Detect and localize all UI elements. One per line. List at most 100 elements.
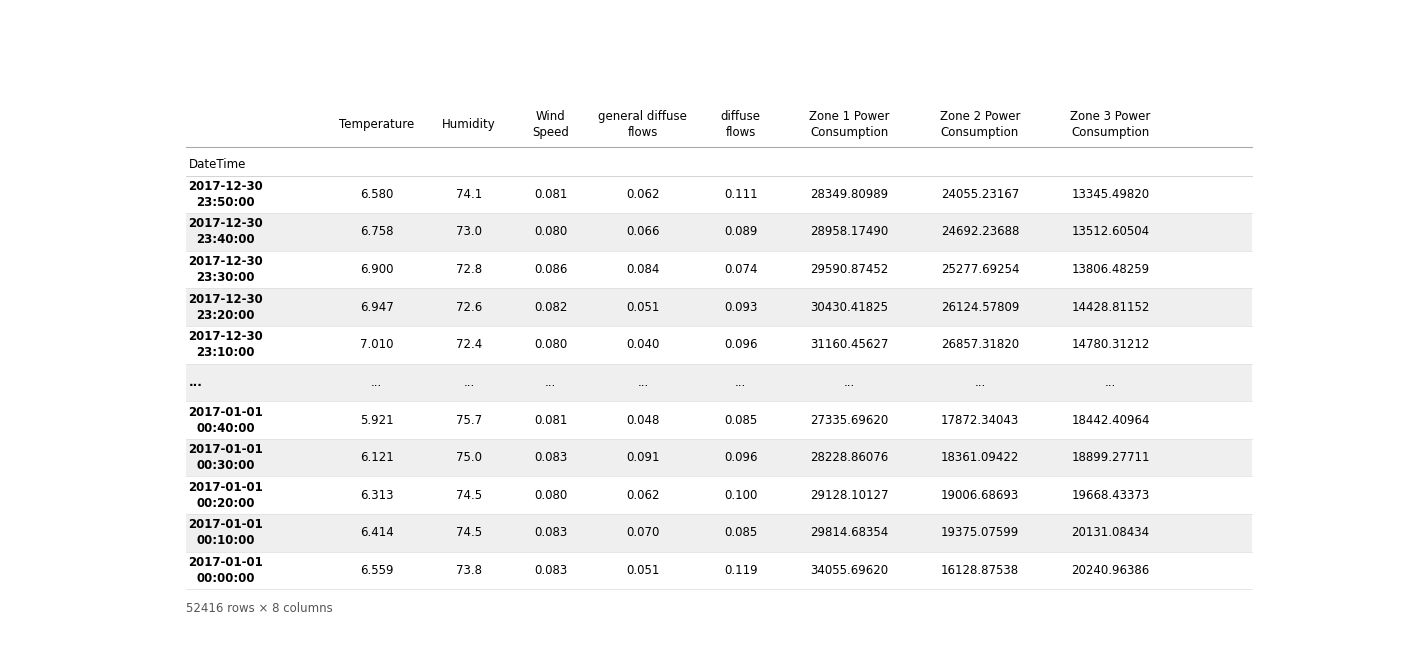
Text: 20240.96386: 20240.96386	[1072, 564, 1149, 577]
Bar	[187, 364, 1251, 401]
Text: 0.083: 0.083	[535, 527, 567, 539]
Text: 2017-01-01
00:00:00: 2017-01-01 00:00:00	[188, 556, 264, 585]
Text: 2017-01-01
00:30:00: 2017-01-01 00:30:00	[188, 443, 264, 472]
Text: 72.4: 72.4	[456, 339, 483, 351]
Text: 6.758: 6.758	[359, 225, 393, 238]
Text: 0.081: 0.081	[533, 188, 567, 201]
Text: 14780.31212: 14780.31212	[1072, 339, 1149, 351]
Text: 13806.48259: 13806.48259	[1072, 263, 1149, 276]
Text: 24055.23167: 24055.23167	[941, 188, 1019, 201]
Text: 0.066: 0.066	[626, 225, 659, 238]
Text: ...: ...	[544, 376, 556, 389]
Text: 0.080: 0.080	[535, 489, 567, 502]
Text: ...: ...	[637, 376, 648, 389]
Text: ...: ...	[370, 376, 382, 389]
Text: 74.1: 74.1	[456, 188, 483, 201]
Bar	[187, 514, 1251, 552]
Text: 13345.49820: 13345.49820	[1072, 188, 1149, 201]
Text: 0.051: 0.051	[626, 300, 659, 314]
Text: 2017-01-01
00:20:00: 2017-01-01 00:20:00	[188, 481, 264, 510]
Text: 26857.31820: 26857.31820	[941, 339, 1019, 351]
Text: 6.121: 6.121	[359, 451, 393, 464]
Text: 0.081: 0.081	[533, 413, 567, 427]
Text: 0.091: 0.091	[626, 451, 659, 464]
Text: 6.313: 6.313	[359, 489, 393, 502]
Text: general diffuse
flows: general diffuse flows	[599, 110, 687, 138]
Text: 6.947: 6.947	[359, 300, 393, 314]
Text: 0.086: 0.086	[533, 263, 567, 276]
Text: 5.921: 5.921	[359, 413, 393, 427]
Text: 31160.45627: 31160.45627	[811, 339, 888, 351]
Text: 7.010: 7.010	[359, 339, 393, 351]
Text: 18361.09422: 18361.09422	[941, 451, 1019, 464]
Text: ...: ...	[735, 376, 746, 389]
Text: 0.080: 0.080	[535, 339, 567, 351]
Text: 72.6: 72.6	[456, 300, 483, 314]
Text: 0.096: 0.096	[724, 451, 758, 464]
Text: Humidity: Humidity	[442, 118, 495, 130]
Text: 0.074: 0.074	[724, 263, 758, 276]
Text: 2017-12-30
23:40:00: 2017-12-30 23:40:00	[188, 217, 264, 246]
Text: Zone 1 Power
Consumption: Zone 1 Power Consumption	[810, 110, 890, 138]
Text: 0.085: 0.085	[724, 413, 758, 427]
Text: 0.089: 0.089	[724, 225, 758, 238]
Text: 18899.27711: 18899.27711	[1072, 451, 1149, 464]
Text: 20131.08434: 20131.08434	[1072, 527, 1149, 539]
Text: 0.119: 0.119	[724, 564, 758, 577]
Text: 0.100: 0.100	[724, 489, 758, 502]
Text: Zone 2 Power
Consumption: Zone 2 Power Consumption	[940, 110, 1020, 138]
Text: ...: ...	[188, 376, 202, 389]
Text: 0.040: 0.040	[626, 339, 659, 351]
Text: 0.082: 0.082	[533, 300, 567, 314]
Text: 73.0: 73.0	[456, 225, 483, 238]
Text: 0.070: 0.070	[626, 527, 659, 539]
Text: 0.085: 0.085	[724, 527, 758, 539]
Text: 28958.17490: 28958.17490	[811, 225, 888, 238]
Text: 29814.68354: 29814.68354	[811, 527, 888, 539]
Text: 19006.68693: 19006.68693	[941, 489, 1019, 502]
Text: 0.083: 0.083	[535, 564, 567, 577]
Text: 0.062: 0.062	[626, 188, 659, 201]
Text: 14428.81152: 14428.81152	[1072, 300, 1149, 314]
Text: 74.5: 74.5	[456, 489, 483, 502]
Text: 19668.43373: 19668.43373	[1072, 489, 1149, 502]
Text: ...: ...	[843, 376, 856, 389]
Text: 13512.60504: 13512.60504	[1072, 225, 1149, 238]
Text: 29590.87452: 29590.87452	[811, 263, 888, 276]
Text: 72.8: 72.8	[456, 263, 483, 276]
Text: Zone 3 Power
Consumption: Zone 3 Power Consumption	[1070, 110, 1150, 138]
Bar	[187, 288, 1251, 326]
Text: 0.062: 0.062	[626, 489, 659, 502]
Text: 19375.07599: 19375.07599	[941, 527, 1019, 539]
Text: 0.080: 0.080	[535, 225, 567, 238]
Text: 2017-12-30
23:50:00: 2017-12-30 23:50:00	[188, 180, 264, 209]
Text: Temperature: Temperature	[340, 118, 414, 130]
Text: 2017-12-30
23:10:00: 2017-12-30 23:10:00	[188, 330, 264, 359]
Text: 28349.80989: 28349.80989	[811, 188, 888, 201]
Text: ...: ...	[974, 376, 986, 389]
Text: 6.580: 6.580	[359, 188, 393, 201]
Text: 75.0: 75.0	[456, 451, 483, 464]
Text: 16128.87538: 16128.87538	[941, 564, 1019, 577]
Text: 0.111: 0.111	[724, 188, 758, 201]
Text: 27335.69620: 27335.69620	[811, 413, 888, 427]
Text: 0.051: 0.051	[626, 564, 659, 577]
Text: 2017-12-30
23:30:00: 2017-12-30 23:30:00	[188, 255, 264, 284]
Text: 26124.57809: 26124.57809	[941, 300, 1019, 314]
Text: 2017-01-01
00:10:00: 2017-01-01 00:10:00	[188, 518, 264, 547]
Text: 52416 rows × 8 columns: 52416 rows × 8 columns	[187, 602, 333, 615]
Text: 30430.41825: 30430.41825	[811, 300, 888, 314]
Text: 0.048: 0.048	[626, 413, 659, 427]
Text: 2017-01-01
00:40:00: 2017-01-01 00:40:00	[188, 405, 264, 434]
Text: ...: ...	[463, 376, 474, 389]
Text: 18442.40964: 18442.40964	[1072, 413, 1149, 427]
Text: diffuse
flows: diffuse flows	[721, 110, 760, 138]
Text: 0.084: 0.084	[626, 263, 659, 276]
Bar	[187, 213, 1251, 251]
Text: 29128.10127: 29128.10127	[811, 489, 888, 502]
Text: 0.083: 0.083	[535, 451, 567, 464]
Text: 73.8: 73.8	[456, 564, 483, 577]
Text: 25277.69254: 25277.69254	[941, 263, 1019, 276]
Text: 6.559: 6.559	[359, 564, 393, 577]
Text: 2017-12-30
23:20:00: 2017-12-30 23:20:00	[188, 293, 264, 322]
